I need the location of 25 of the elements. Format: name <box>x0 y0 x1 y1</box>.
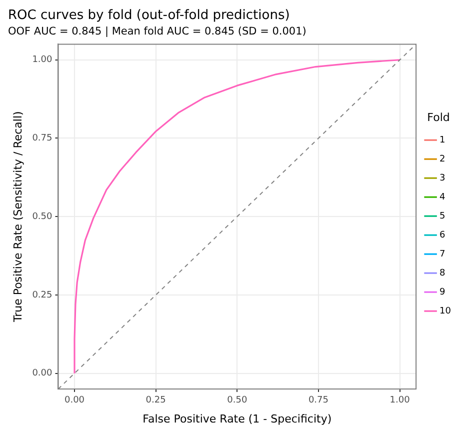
y-tick-label: 0.00 <box>32 368 53 379</box>
legend-label: 5 <box>440 211 446 222</box>
legend-label: 3 <box>440 173 446 184</box>
x-tick-label: 0.00 <box>64 396 85 406</box>
y-tick-label: 0.25 <box>32 290 52 300</box>
legend-label: 9 <box>440 287 446 298</box>
chart-title: ROC curves by fold (out-of-fold predictions) <box>8 8 290 24</box>
x-tick-label: 0.50 <box>227 396 248 406</box>
legend-title: Fold <box>427 110 450 124</box>
legend-label: 7 <box>440 249 446 260</box>
y-tick-label: 0.75 <box>32 134 52 144</box>
chart-subtitle: OOF AUC = 0.845 | Mean fold AUC = 0.845 (SD = 0.001) <box>8 26 306 38</box>
x-tick-label: 0.25 <box>146 396 166 406</box>
legend-label: 6 <box>440 230 446 240</box>
legend-label: 1 <box>440 135 446 146</box>
y-axis-title: True Positive Rate (Sensitivity / Recall) <box>11 111 24 324</box>
legend-label: 4 <box>440 192 446 202</box>
x-tick-label: 1.00 <box>390 396 410 406</box>
legend-label: 10 <box>440 306 452 316</box>
x-axis-title: False Positive Rate (1 - Specificity) <box>142 412 332 426</box>
legend-label: 2 <box>440 154 446 164</box>
legend-label: 8 <box>440 268 446 278</box>
x-tick-label: 0.75 <box>308 396 328 406</box>
y-tick-label: 0.50 <box>32 212 53 222</box>
y-tick-label: 1.00 <box>32 55 53 66</box>
